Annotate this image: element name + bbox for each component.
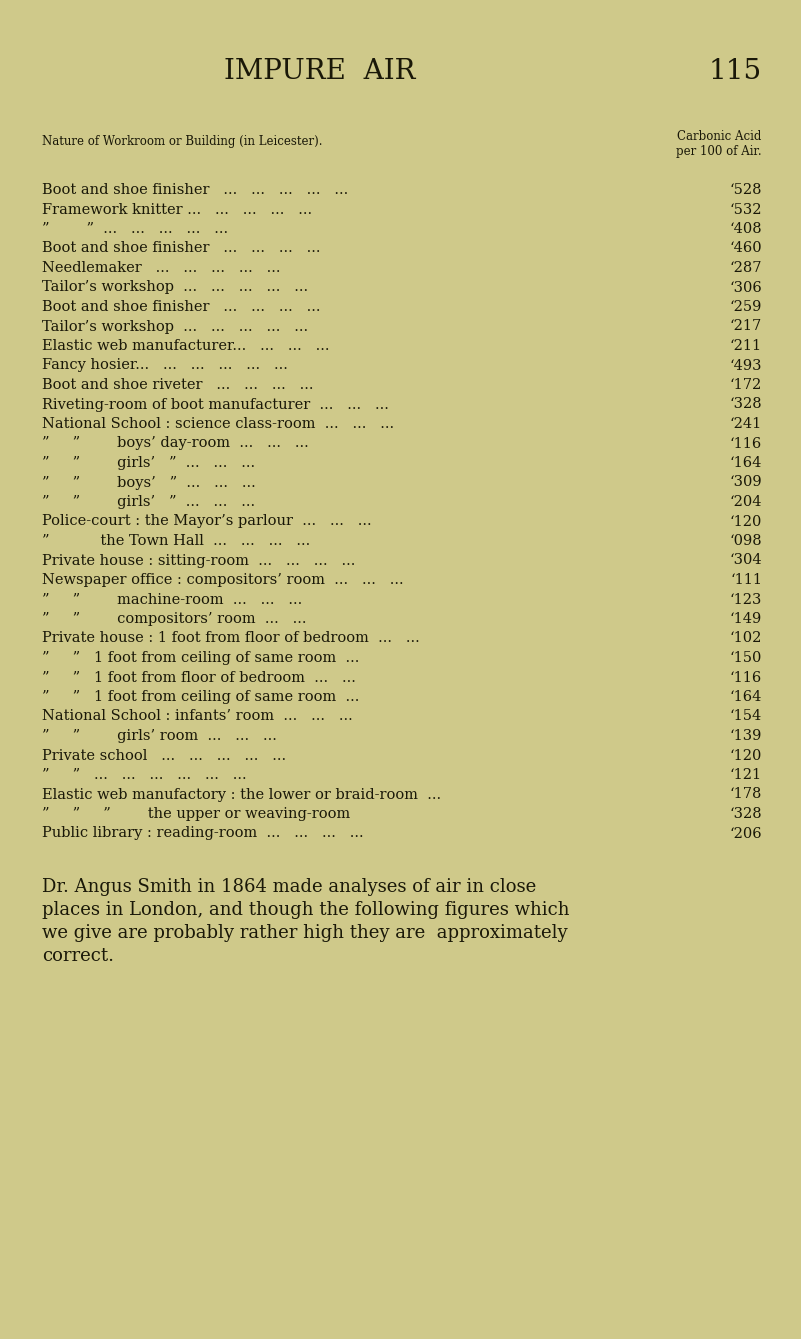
Text: ”     ”   1 foot from floor of bedroom  ...   ...: ” ” 1 foot from floor of bedroom ... ... (42, 671, 356, 684)
Text: ”     ”        compositors’ room  ...   ...: ” ” compositors’ room ... ... (42, 612, 307, 627)
Text: ‘123: ‘123 (730, 592, 762, 607)
Text: ‘493: ‘493 (730, 359, 762, 372)
Text: ‘206: ‘206 (730, 826, 762, 841)
Text: Newspaper office : compositors’ room  ...   ...   ...: Newspaper office : compositors’ room ...… (42, 573, 404, 586)
Text: correct.: correct. (42, 947, 114, 965)
Text: Boot and shoe finisher   ...   ...   ...   ...: Boot and shoe finisher ... ... ... ... (42, 300, 320, 315)
Text: ‘259: ‘259 (730, 300, 762, 315)
Text: ‘139: ‘139 (730, 728, 762, 743)
Text: ”           the Town Hall  ...   ...   ...   ...: ” the Town Hall ... ... ... ... (42, 534, 310, 548)
Text: ‘408: ‘408 (730, 222, 762, 236)
Text: Elastic web manufactory : the lower or braid-room  ...: Elastic web manufactory : the lower or b… (42, 787, 441, 802)
Text: ”     ”        girls’ room  ...   ...   ...: ” ” girls’ room ... ... ... (42, 728, 277, 743)
Text: ‘328: ‘328 (730, 398, 762, 411)
Text: places in London, and though the following figures which: places in London, and though the followi… (42, 901, 570, 919)
Text: IMPURE  AIR: IMPURE AIR (224, 58, 416, 84)
Text: ‘532: ‘532 (730, 202, 762, 217)
Text: Tailor’s workshop  ...   ...   ...   ...   ...: Tailor’s workshop ... ... ... ... ... (42, 320, 308, 333)
Text: Riveting-room of boot manufacturer  ...   ...   ...: Riveting-room of boot manufacturer ... .… (42, 398, 388, 411)
Text: National School : science class-room  ...   ...   ...: National School : science class-room ...… (42, 416, 394, 431)
Text: Fancy hosier...   ...   ...   ...   ...   ...: Fancy hosier... ... ... ... ... ... (42, 359, 288, 372)
Text: ‘102: ‘102 (730, 632, 762, 645)
Text: Private house : sitting-room  ...   ...   ...   ...: Private house : sitting-room ... ... ...… (42, 553, 356, 568)
Text: Private house : 1 foot from floor of bedroom  ...   ...: Private house : 1 foot from floor of bed… (42, 632, 420, 645)
Text: ‘116: ‘116 (730, 671, 762, 684)
Text: ‘111: ‘111 (730, 573, 762, 586)
Text: ‘304: ‘304 (730, 553, 762, 568)
Text: ‘328: ‘328 (730, 807, 762, 821)
Text: we give are probably rather high they are  approximately: we give are probably rather high they ar… (42, 924, 568, 943)
Text: ‘149: ‘149 (730, 612, 762, 627)
Text: ‘164: ‘164 (730, 457, 762, 470)
Text: Needlemaker   ...   ...   ...   ...   ...: Needlemaker ... ... ... ... ... (42, 261, 280, 274)
Text: Boot and shoe finisher   ...   ...   ...   ...   ...: Boot and shoe finisher ... ... ... ... .… (42, 183, 348, 197)
Text: Private school   ...   ...   ...   ...   ...: Private school ... ... ... ... ... (42, 749, 286, 762)
Text: ‘204: ‘204 (730, 495, 762, 509)
Text: ‘121: ‘121 (730, 769, 762, 782)
Text: ‘164: ‘164 (730, 690, 762, 704)
Text: Public library : reading-room  ...   ...   ...   ...: Public library : reading-room ... ... ..… (42, 826, 364, 841)
Text: Dr. Angus Smith in 1864 made analyses of air in close: Dr. Angus Smith in 1864 made analyses of… (42, 878, 536, 896)
Text: Police-court : the Mayor’s parlour  ...   ...   ...: Police-court : the Mayor’s parlour ... .… (42, 514, 372, 529)
Text: ”     ”   ...   ...   ...   ...   ...   ...: ” ” ... ... ... ... ... ... (42, 769, 247, 782)
Text: Elastic web manufacturer...   ...   ...   ...: Elastic web manufacturer... ... ... ... (42, 339, 329, 353)
Text: ”     ”        boys’   ”  ...   ...   ...: ” ” boys’ ” ... ... ... (42, 475, 256, 490)
Text: ‘306: ‘306 (729, 280, 762, 295)
Text: 115: 115 (709, 58, 762, 84)
Text: ‘150: ‘150 (730, 651, 762, 665)
Text: National School : infants’ room  ...   ...   ...: National School : infants’ room ... ... … (42, 710, 352, 723)
Text: Carbonic Acid
per 100 of Air.: Carbonic Acid per 100 of Air. (676, 130, 762, 158)
Text: ‘098: ‘098 (730, 534, 762, 548)
Text: ‘241: ‘241 (730, 416, 762, 431)
Text: ‘528: ‘528 (730, 183, 762, 197)
Text: ”     ”   1 foot from ceiling of same room  ...: ” ” 1 foot from ceiling of same room ... (42, 690, 360, 704)
Text: ‘211: ‘211 (730, 339, 762, 353)
Text: ‘309: ‘309 (730, 475, 762, 490)
Text: ”     ”        boys’ day-room  ...   ...   ...: ” ” boys’ day-room ... ... ... (42, 437, 308, 450)
Text: ‘154: ‘154 (730, 710, 762, 723)
Text: ”        ”  ...   ...   ...   ...   ...: ” ” ... ... ... ... ... (42, 222, 228, 236)
Text: ”     ”        machine-room  ...   ...   ...: ” ” machine-room ... ... ... (42, 592, 302, 607)
Text: ‘287: ‘287 (730, 261, 762, 274)
Text: ‘120: ‘120 (730, 749, 762, 762)
Text: Boot and shoe riveter   ...   ...   ...   ...: Boot and shoe riveter ... ... ... ... (42, 378, 313, 392)
Text: ‘178: ‘178 (730, 787, 762, 802)
Text: ”     ”        girls’   ”  ...   ...   ...: ” ” girls’ ” ... ... ... (42, 495, 256, 509)
Text: Boot and shoe finisher   ...   ...   ...   ...: Boot and shoe finisher ... ... ... ... (42, 241, 320, 256)
Text: Tailor’s workshop  ...   ...   ...   ...   ...: Tailor’s workshop ... ... ... ... ... (42, 280, 308, 295)
Text: ”     ”     ”        the upper or weaving-room: ” ” ” the upper or weaving-room (42, 807, 350, 821)
Text: Framework knitter ...   ...   ...   ...   ...: Framework knitter ... ... ... ... ... (42, 202, 312, 217)
Text: Nature of Workroom or Building (in Leicester).: Nature of Workroom or Building (in Leice… (42, 135, 323, 149)
Text: ‘116: ‘116 (730, 437, 762, 450)
Text: ‘172: ‘172 (730, 378, 762, 392)
Text: ”     ”   1 foot from ceiling of same room  ...: ” ” 1 foot from ceiling of same room ... (42, 651, 360, 665)
Text: ‘217: ‘217 (730, 320, 762, 333)
Text: ”     ”        girls’   ”  ...   ...   ...: ” ” girls’ ” ... ... ... (42, 457, 256, 470)
Text: ‘120: ‘120 (730, 514, 762, 529)
Text: ‘460: ‘460 (730, 241, 762, 256)
